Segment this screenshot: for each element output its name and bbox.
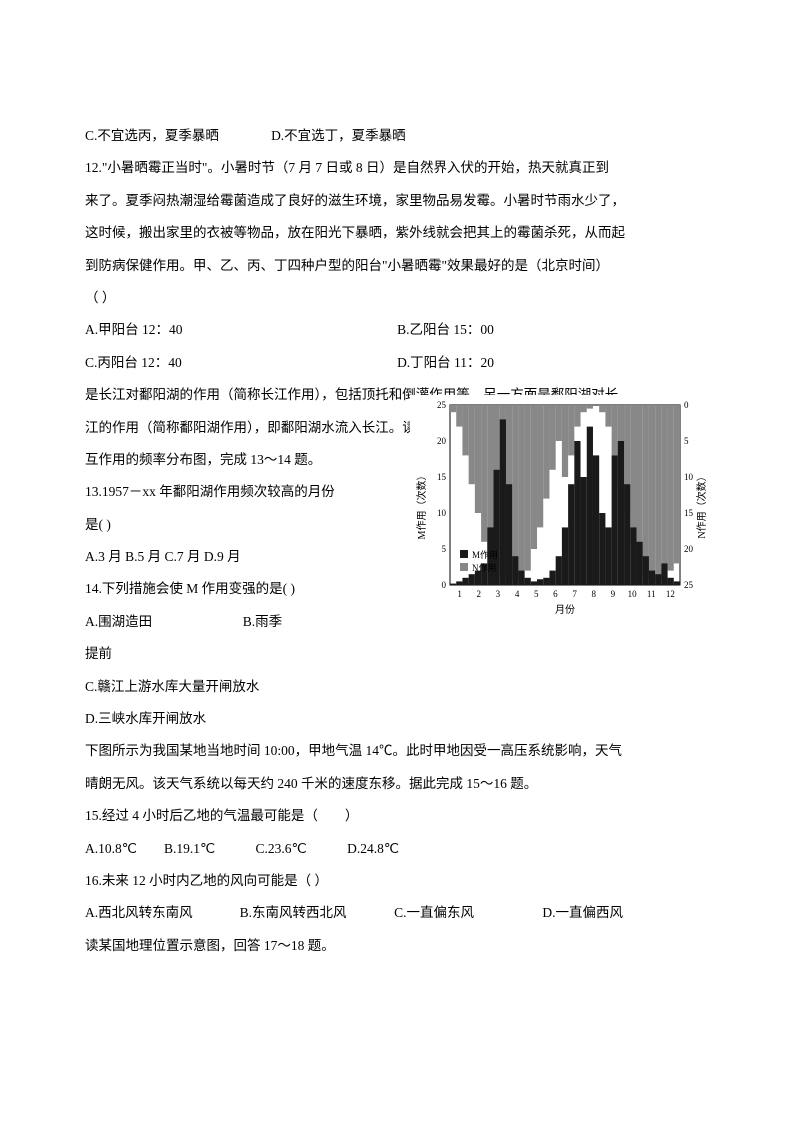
q12-l3: 这时候，搬出家里的衣被等物品，放在阳光下暴晒，紫外线就会把其上的霉菌杀死，从而起: [85, 217, 715, 249]
q16-l1: 16.未来 12 小时内乙地的风向可能是（ ）: [85, 865, 715, 897]
svg-text:15: 15: [684, 508, 694, 518]
q12-opts-ab: A.甲阳台 12：40 B.乙阳台 15：00: [85, 314, 715, 346]
q12-l2: 来了。夏季闷热潮湿给霉菌造成了良好的滋生环境，家里物品易发霉。小暑时节雨水少了，: [85, 185, 715, 217]
q16-opts: A.西北风转东南风 B.东南风转西北风 C.一直偏东风 D.一直偏西风: [85, 897, 715, 929]
svg-text:25: 25: [684, 580, 694, 590]
chart-svg: 0510152025 0510152025 123456789101112 M作…: [410, 395, 715, 620]
intro2-l1: 下图所示为我国某地当地时间 10:00，甲地气温 14℃。此时甲地因受一高压系统…: [85, 735, 715, 767]
q14-opt-b: B.雨季: [243, 606, 282, 638]
svg-text:25: 25: [437, 400, 447, 410]
svg-text:5: 5: [684, 436, 689, 446]
q13-opts: A.3 月 B.5 月 C.7 月 D.9 月: [85, 541, 400, 573]
svg-text:9: 9: [611, 589, 616, 599]
q11-opt-d: D.不宜选丁，夏季暴晒: [271, 120, 406, 152]
legend-n-swatch: [460, 563, 468, 571]
q13-l2: 是( ): [85, 509, 400, 541]
q14-l1: 14.下列措施会使 M 作用变强的是( ): [85, 573, 400, 605]
svg-text:1: 1: [457, 589, 462, 599]
legend-m-text: M作用: [472, 549, 498, 560]
svg-text:20: 20: [684, 544, 694, 554]
svg-text:10: 10: [437, 508, 447, 518]
q16-opt-d: D.一直偏西风: [542, 897, 623, 929]
text-block-3: D.三峡水库开闸放水 下图所示为我国某地当地时间 10:00，甲地气温 14℃。…: [85, 703, 715, 962]
svg-text:15: 15: [437, 472, 447, 482]
q14-opts-ab: A.围湖造田 B.雨季: [85, 606, 400, 638]
q14-opt-d: D.三峡水库开闸放水: [85, 703, 715, 735]
svg-text:0: 0: [684, 400, 689, 410]
q12-opt-b: B.乙阳台 15：00: [397, 314, 494, 346]
intro3-l1: 读某国地理位置示意图，回答 17～18 题。: [85, 930, 715, 962]
q13-l1: 13.1957－xx 年鄱阳湖作用频次较高的月份: [85, 476, 400, 508]
svg-text:5: 5: [442, 544, 447, 554]
legend-n-text: N作用: [472, 562, 497, 573]
svg-text:6: 6: [553, 589, 558, 599]
q14-cont: 提前: [85, 638, 400, 670]
q14-opt-a: A.围湖造田: [85, 606, 239, 638]
legend-m-swatch: [460, 550, 468, 558]
q12-l1: 12."小暑晒霉正当时"。小暑时节（7 月 7 日或 8 日）是自然界入伏的开始…: [85, 152, 715, 184]
q15-opts: A.10.8℃ B.19.1℃ C.23.6℃ D.24.8℃: [85, 833, 715, 865]
text-block-2-narrow: 互作用的频率分布图，完成 13～14 题。 13.1957－xx 年鄱阳湖作用频…: [85, 444, 400, 703]
y-label-left: M作用（次数）: [415, 471, 428, 540]
q16-opt-b: B.东南风转西北风: [240, 897, 391, 929]
intro-l3: 互作用的频率分布图，完成 13～14 题。: [85, 444, 400, 476]
q12-opt-a: A.甲阳台 12：40: [85, 314, 394, 346]
svg-text:12: 12: [666, 589, 675, 599]
svg-text:4: 4: [515, 589, 520, 599]
svg-text:8: 8: [592, 589, 597, 599]
svg-text:11: 11: [647, 589, 656, 599]
q14-opt-c: C.赣江上游水库大量开闸放水: [85, 671, 400, 703]
q15-opt-c: C.23.6℃: [256, 833, 344, 865]
q11-opt-c: C.不宜选丙，夏季暴晒: [85, 120, 268, 152]
y-label-right: N作用（次数）: [695, 471, 708, 538]
q15-opt-b: B.19.1℃: [164, 833, 252, 865]
q11-opts-cd: C.不宜选丙，夏季暴晒 D.不宜选丁，夏季暴晒: [85, 120, 715, 152]
svg-text:7: 7: [572, 589, 577, 599]
q12-opts-cd: C.丙阳台 12：40 D.丁阳台 11：20: [85, 347, 715, 379]
svg-text:10: 10: [684, 472, 694, 482]
q12-l4: 到防病保健作用。甲、乙、丙、丁四种户型的阳台"小暑晒霉"效果最好的是（北京时间）: [85, 250, 715, 282]
q12-l5: （ ）: [85, 282, 715, 314]
intro2-l2: 晴朗无风。该天气系统以每天约 240 千米的速度东移。据此完成 15～16 题。: [85, 768, 715, 800]
svg-text:0: 0: [442, 580, 447, 590]
q15-opt-a: A.10.8℃: [85, 833, 161, 865]
svg-text:3: 3: [496, 589, 501, 599]
q16-opt-a: A.西北风转东南风: [85, 897, 236, 929]
x-label: 月份: [555, 604, 575, 616]
q15-opt-d: D.24.8℃: [347, 833, 399, 865]
svg-text:10: 10: [628, 589, 638, 599]
q12-opt-d: D.丁阳台 11：20: [397, 347, 494, 379]
svg-text:20: 20: [437, 436, 447, 446]
svg-text:2: 2: [477, 589, 482, 599]
q15-l1: 15.经过 4 小时后乙地的气温最可能是（ ）: [85, 800, 715, 832]
q12-opt-c: C.丙阳台 12：40: [85, 347, 394, 379]
frequency-chart: 0510152025 0510152025 123456789101112 M作…: [410, 395, 715, 620]
svg-text:5: 5: [534, 589, 539, 599]
q16-opt-c: C.一直偏东风: [394, 897, 539, 929]
